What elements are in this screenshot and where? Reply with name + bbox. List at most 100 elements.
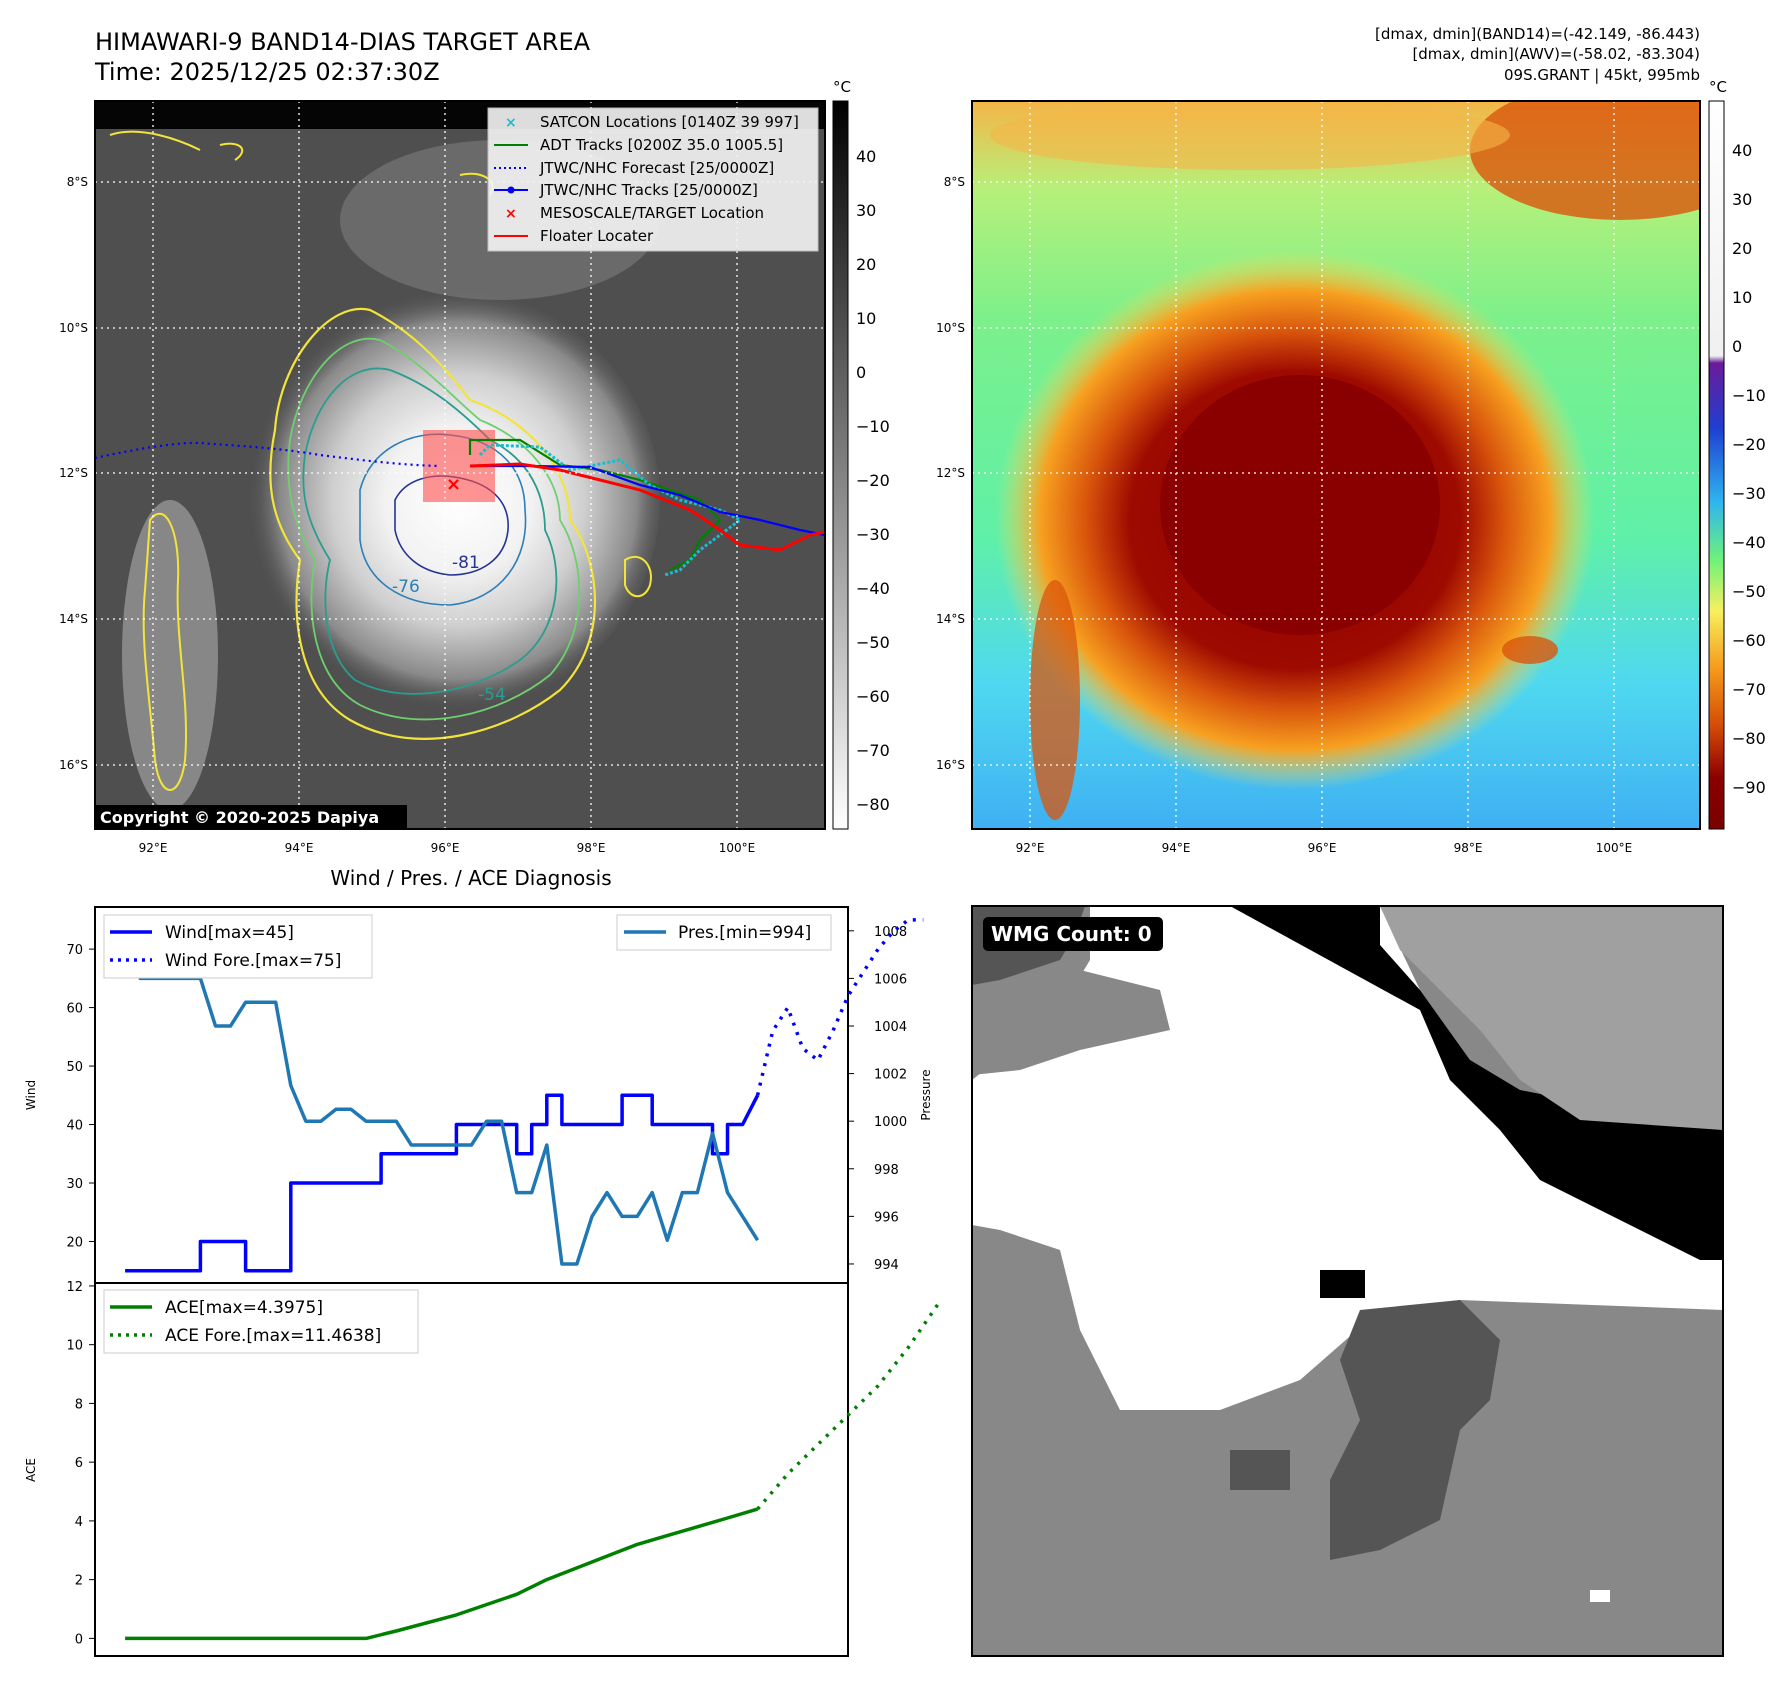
ir-cbar-tick-m60: −60: [856, 687, 890, 706]
ir-colorbar-gradient: [832, 100, 849, 830]
awv-colorbar: °C 40 30 20 10 0 −10 −20 −30 −40 −50 −60…: [1708, 78, 1766, 830]
legend-label-mesoscale: MESOSCALE/TARGET Location: [540, 204, 764, 222]
ace-legend-box: [103, 1289, 419, 1354]
jtwc-best-track: [470, 464, 825, 537]
legend-item-satcon: × SATCON Locations [0140Z 39 997]: [505, 113, 799, 131]
ir-colorbar-unit: °C: [833, 78, 851, 96]
awv-lon-92: 92°E: [1016, 841, 1045, 855]
satcon-track: [478, 443, 743, 577]
contour-label-54: -54: [478, 685, 506, 705]
legend-dot-tracks: [507, 186, 515, 194]
ir-map-panel: -81 -76 -54 × Cop: [59, 78, 890, 855]
wmg-black-spot: [1320, 1270, 1365, 1298]
legend-label-forecast: JTWC/NHC Forecast [25/0000Z]: [539, 159, 774, 177]
awv-lat-8: 8°S: [944, 175, 965, 189]
contour-outer-yellow: [269, 307, 596, 740]
ir-cbar-tick-10: 10: [856, 309, 876, 328]
ir-lat-12: 12°S: [59, 466, 88, 480]
copyright-text: Copyright © 2020-2025 Dapiya: [100, 808, 379, 827]
wind-legend-box: [103, 914, 373, 979]
awv-lon-98: 98°E: [1454, 841, 1483, 855]
awv-cbar-tick-40: 40: [1732, 141, 1752, 160]
ir-lat-8: 8°S: [67, 175, 88, 189]
ir-frame: [94, 100, 826, 830]
awv-lat-labels: 8°S 10°S 12°S 14°S 16°S: [936, 175, 965, 772]
ir-lon-92: 92°E: [139, 841, 168, 855]
awv-cbar-tick-m60: −60: [1732, 631, 1766, 650]
awv-cbar-tick-m90: −90: [1732, 778, 1766, 797]
wind-series-line: [125, 1093, 760, 1273]
awv-northeast-dry: [1470, 101, 1700, 220]
ace-legend-label: ACE[max=4.3975]: [165, 1298, 323, 1318]
awv-west-band: [1030, 580, 1080, 820]
wind-ytick-label: 50: [66, 1060, 83, 1075]
legend-label-tracks: JTWC/NHC Tracks [25/0000Z]: [539, 181, 758, 199]
ace-legend: ACE[max=4.3975] ACE Fore.[max=11.4638]: [103, 1289, 419, 1354]
ir-cloud-west: [122, 500, 218, 810]
ace-ytick-label: 6: [75, 1456, 83, 1471]
awv-lon-94: 94°E: [1162, 841, 1191, 855]
contour-teal: [302, 367, 558, 695]
legend-marker-satcon: ×: [505, 115, 517, 131]
ir-colorbar-ticks: 40 30 20 10 0 −10 −20 −30 −40 −50 −60 −7…: [856, 147, 890, 814]
awv-north-band: [990, 101, 1510, 170]
wmg-darkgray-core: [1330, 1300, 1500, 1560]
wmg-panel: WMG Count: 0: [971, 905, 1724, 1657]
pressure-ytick-label: 998: [874, 1163, 899, 1178]
pressure-ytick-label: 1002: [874, 1068, 907, 1083]
ir-lon-labels: 92°E 94°E 96°E 98°E 100°E: [139, 841, 756, 855]
ir-cbar-tick-m80: −80: [856, 795, 890, 814]
contour-west-band: [142, 512, 188, 791]
ace-lines: [125, 1302, 940, 1641]
awv-lon-96: 96°E: [1308, 841, 1337, 855]
pressure-ytick-label: 994: [874, 1258, 899, 1273]
wind-pressure-lines: [125, 918, 924, 1273]
ace-ytick-label: 12: [66, 1280, 83, 1295]
pressure-ytick-label: 996: [874, 1210, 899, 1225]
ace-ytick-label: 0: [75, 1632, 83, 1647]
awv-colorbar-gradient: [1708, 100, 1725, 830]
ir-cbar-tick-m20: −20: [856, 471, 890, 490]
ace-forecast-line: [756, 1302, 940, 1511]
legend-item-floater: Floater Locater: [494, 227, 654, 245]
awv-lat-12: 12°S: [936, 466, 965, 480]
info-awv-range: [dmax, dmin](AWV)=(-58.02, -83.304): [1412, 45, 1700, 63]
ir-legend: × SATCON Locations [0140Z 39 997] ADT Tr…: [487, 107, 819, 252]
awv-cbar-tick-m40: −40: [1732, 533, 1766, 552]
wind-ytick-label: 60: [66, 1002, 83, 1017]
ir-lon-98: 98°E: [577, 841, 606, 855]
awv-east-cell: [1502, 636, 1558, 664]
wmg-black-northeast: [1230, 906, 1723, 1260]
ir-cbar-tick-m10: −10: [856, 417, 890, 436]
ir-cbar-tick-20: 20: [856, 255, 876, 274]
ace-fore-legend-label: ACE Fore.[max=11.4638]: [165, 1326, 381, 1346]
legend-item-tracks: JTWC/NHC Tracks [25/0000Z]: [494, 181, 758, 199]
wind-fore-legend-label: Wind Fore.[max=75]: [165, 951, 341, 971]
awv-lon-labels: 92°E 94°E 96°E 98°E 100°E: [1016, 841, 1633, 855]
copyright-badge: [95, 805, 407, 829]
pressure-ylabel: Pressure: [919, 1069, 933, 1120]
ir-gridlines: [95, 101, 825, 829]
contour-inner: [359, 433, 527, 606]
legend-item-forecast: JTWC/NHC Forecast [25/0000Z]: [494, 159, 774, 177]
wind-ytick-label: 20: [66, 1235, 83, 1250]
ace-ylabel: ACE: [24, 1458, 38, 1482]
awv-cbar-tick-10: 10: [1732, 288, 1752, 307]
ace-ytick-label: 4: [75, 1515, 83, 1530]
wind-ytick-label: 30: [66, 1177, 83, 1192]
legend-item-mesoscale: × MESOSCALE/TARGET Location: [505, 204, 764, 222]
wind-yticks: 20 30 40 50 60 70: [66, 943, 95, 1250]
pressure-ytick-label: 1008: [874, 925, 907, 940]
legend-label-adt: ADT Tracks [0200Z 35.0 1005.5]: [540, 136, 783, 154]
diagnosis-title: Wind / Pres. / ACE Diagnosis: [330, 866, 611, 890]
contour-label-81: -81: [452, 553, 480, 573]
pressure-legend-label: Pres.[min=994]: [678, 923, 811, 943]
adt-track: [468, 438, 722, 571]
awv-cbar-tick-m50: −50: [1732, 582, 1766, 601]
ace-ytick-label: 10: [66, 1339, 83, 1354]
awv-frame: [971, 100, 1701, 830]
pressure-ytick-label: 1004: [874, 1020, 907, 1035]
info-band14-range: [dmax, dmin](BAND14)=(-42.149, -86.443): [1375, 25, 1700, 43]
ir-lat-16: 16°S: [59, 758, 88, 772]
